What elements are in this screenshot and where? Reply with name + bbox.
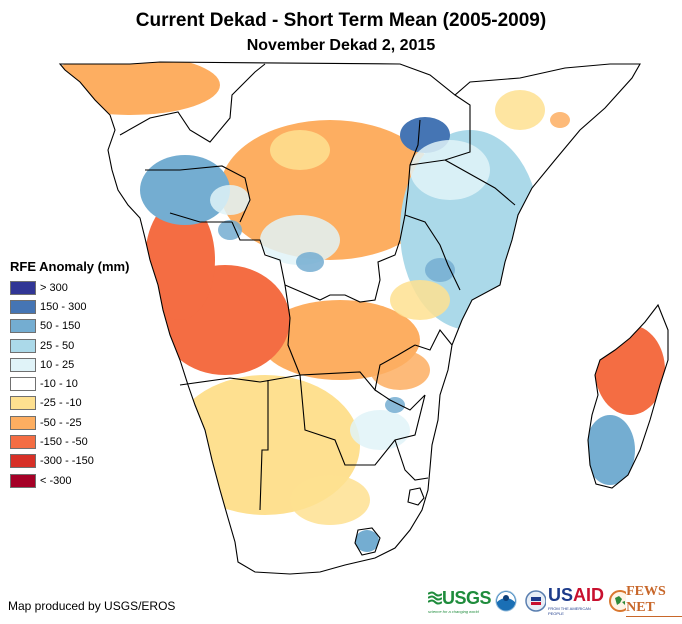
anomaly-patch bbox=[355, 530, 379, 552]
legend-item: > 300 bbox=[10, 278, 129, 297]
fews-globe-icon bbox=[609, 589, 627, 612]
legend-swatch bbox=[10, 338, 36, 353]
usgs-logo[interactable]: USGS science for a changing world bbox=[428, 587, 492, 614]
anomaly-patch bbox=[390, 280, 450, 320]
legend-label: -25 - -10 bbox=[40, 397, 82, 410]
legend-item: -50 - -25 bbox=[10, 413, 129, 432]
usaid-seal-icon bbox=[525, 589, 546, 612]
legend-swatch bbox=[10, 435, 36, 450]
lesotho-border bbox=[354, 527, 381, 556]
legend-item: 10 - 25 bbox=[10, 355, 129, 374]
legend-swatch bbox=[10, 377, 36, 392]
legend-label: 50 - 150 bbox=[40, 320, 81, 333]
credit-text: Map produced by USGS/EROS bbox=[8, 599, 176, 613]
legend-swatch bbox=[10, 415, 36, 430]
anomaly-patch bbox=[296, 252, 324, 272]
legend-item: 50 - 150 bbox=[10, 317, 129, 336]
anomaly-patch bbox=[260, 215, 340, 265]
anomaly-patch bbox=[350, 410, 410, 450]
legend-label: -10 - 10 bbox=[40, 378, 78, 391]
partner-logos: USGS science for a changing world USAID … bbox=[428, 584, 682, 617]
usgs-wave-icon bbox=[428, 591, 442, 605]
anomaly-patch bbox=[410, 140, 490, 200]
fews-net-logo[interactable]: FEWS NET bbox=[609, 584, 682, 617]
anomaly-patch bbox=[270, 130, 330, 170]
legend-item: -10 - 10 bbox=[10, 374, 129, 393]
border-line bbox=[299, 374, 426, 466]
anomaly-patch bbox=[410, 520, 440, 560]
border-line bbox=[231, 119, 421, 303]
legend-label: 10 - 25 bbox=[40, 358, 75, 371]
anomaly-patch bbox=[140, 155, 230, 225]
legend-item: -150 - -50 bbox=[10, 432, 129, 451]
legend-swatch bbox=[10, 299, 36, 314]
legend-item: < -300 bbox=[10, 471, 129, 490]
legend-swatch bbox=[10, 280, 36, 295]
anomaly-patch bbox=[210, 185, 250, 215]
anomaly-patch bbox=[145, 200, 215, 320]
border-line bbox=[414, 328, 453, 351]
border-line bbox=[409, 94, 471, 166]
country-borders bbox=[59, 61, 669, 575]
legend-item: 150 - 300 bbox=[10, 297, 129, 316]
legend-swatch bbox=[10, 357, 36, 372]
legend-label: -300 - -150 bbox=[40, 455, 94, 468]
anomaly-patch bbox=[290, 475, 370, 525]
legend-label: 150 - 300 bbox=[40, 300, 87, 313]
legend-swatch bbox=[10, 454, 36, 469]
legend-swatch bbox=[10, 396, 36, 411]
anomaly-map bbox=[59, 61, 669, 575]
legend-label: -50 - -25 bbox=[40, 416, 82, 429]
map-title: Current Dekad - Short Term Mean (2005-20… bbox=[135, 10, 547, 31]
border-line bbox=[169, 212, 232, 223]
border-line bbox=[374, 389, 426, 411]
swaziland-border bbox=[407, 487, 425, 506]
legend-item: 25 - 50 bbox=[10, 336, 129, 355]
legend-label: > 300 bbox=[40, 281, 68, 294]
legend-label: 25 - 50 bbox=[40, 339, 75, 352]
anomaly-patch bbox=[370, 350, 430, 390]
anomaly-patch bbox=[218, 220, 242, 240]
border-line bbox=[145, 165, 251, 223]
noaa-emblem-icon bbox=[495, 590, 517, 611]
anomaly-patch bbox=[495, 90, 545, 130]
border-line bbox=[444, 159, 516, 206]
anomaly-patch bbox=[385, 397, 405, 413]
legend: RFE Anomaly (mm) > 300 150 - 300 50 - 150 2… bbox=[10, 259, 129, 490]
legend-title: RFE Anomaly (mm) bbox=[10, 259, 130, 274]
usaid-logo[interactable]: USAID FROM THE AMERICAN PEOPLE bbox=[525, 585, 605, 616]
border-line bbox=[179, 374, 301, 386]
noaa-logo[interactable] bbox=[495, 590, 517, 612]
legend-swatch bbox=[10, 473, 36, 488]
border-line bbox=[404, 214, 461, 291]
legend-swatch bbox=[10, 319, 36, 334]
border-line bbox=[119, 63, 266, 143]
legend-label: -150 - -50 bbox=[40, 436, 88, 449]
legend-item: -300 - -150 bbox=[10, 452, 129, 471]
legend-item: -25 - -10 bbox=[10, 394, 129, 413]
border-line bbox=[259, 380, 269, 511]
anomaly-patch bbox=[550, 112, 570, 128]
legend-label: < -300 bbox=[40, 474, 72, 487]
border-line bbox=[284, 284, 416, 392]
map-subtitle: November Dekad 2, 2015 bbox=[246, 37, 436, 54]
anomaly-patch bbox=[585, 415, 635, 485]
border-line bbox=[394, 439, 429, 481]
